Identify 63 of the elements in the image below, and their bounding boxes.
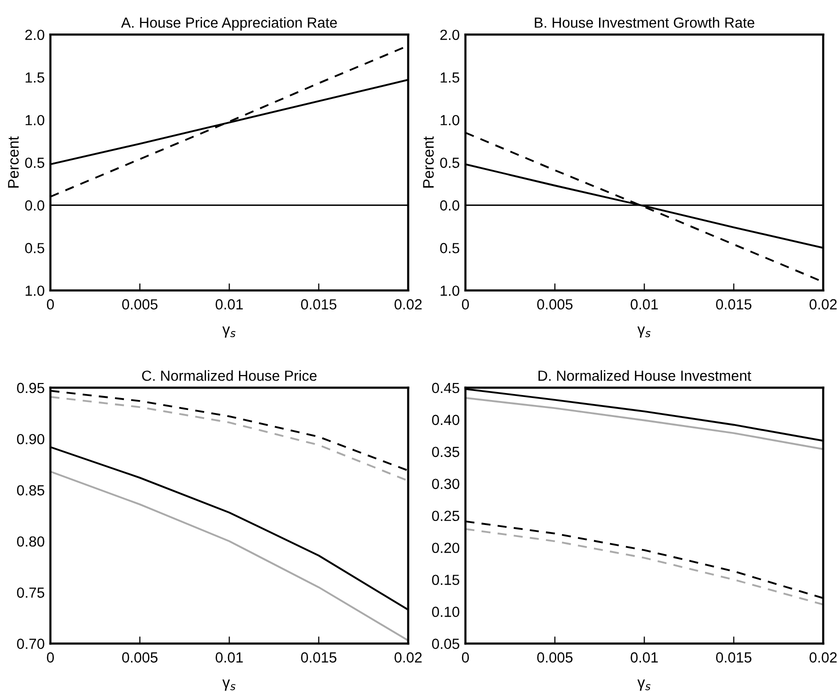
line-series [465, 528, 824, 606]
x-tick-label: 0.005 [537, 652, 573, 663]
x-tick-label: 0 [46, 299, 54, 310]
y-tick-label: 0.30 [432, 478, 460, 490]
x-tick-label: 0.02 [810, 299, 837, 310]
x-tick-label: 0.005 [122, 652, 158, 663]
y-tick-label: 0.75 [17, 587, 44, 598]
line-series [50, 396, 408, 482]
y-tick-label: 0.0 [440, 200, 460, 211]
x-tick-label: 0.01 [630, 299, 658, 310]
y-tick-label: 0.70 [17, 638, 44, 649]
x-tick-label: 0.02 [394, 652, 422, 663]
x-tick-label: 0.01 [630, 652, 658, 663]
y-axis-title: Percent [423, 136, 434, 188]
x-tick-label: 0.015 [301, 652, 336, 663]
y-tick-label: 2.0 [25, 30, 44, 40]
x-axis-title: γ$_{s}$ [222, 680, 236, 691]
x-tick-label: 0.01 [216, 652, 243, 663]
y-tick-label: 2.0 [440, 30, 460, 40]
x-tick-label: 0.02 [810, 652, 837, 663]
x-tick-label: 0.005 [122, 299, 158, 310]
line-series [50, 470, 408, 642]
y-tick-label: 0.5 [25, 158, 44, 168]
x-tick-label: 0 [462, 299, 469, 310]
y-tick-label: 0.95 [17, 382, 44, 394]
x-tick-label: 0.015 [716, 299, 752, 310]
x-tick-label: 0.015 [301, 299, 336, 310]
y-tick-label: 0.35 [432, 446, 460, 458]
x-tick-label: 0.02 [394, 299, 422, 310]
chart-title: A. House Price Appreciation Rate [121, 17, 337, 31]
y-tick-label: 1.5 [440, 72, 460, 83]
y-axis-title: Percent [8, 136, 19, 188]
chart-title: B. House Investment Growth Rate [534, 17, 754, 28]
y-tick-label: 0.0 [25, 200, 44, 211]
y-tick-label: 1.5 [26, 72, 44, 83]
x-axis-title: γ$_{s}$ [637, 326, 650, 338]
y-tick-label: 0.5 [440, 242, 460, 254]
y-tick-label: 0.10 [432, 606, 460, 618]
chart-title: C. Normalized House Price [142, 370, 317, 381]
x-tick-label: 0.005 [537, 299, 573, 310]
chart-title: D. Normalized House Investment [538, 370, 752, 381]
y-tick-label: 0.25 [432, 510, 460, 522]
y-tick-label: 0.20 [432, 542, 460, 554]
y-tick-label: 1.0 [440, 114, 460, 126]
y-tick-label: 0.40 [432, 414, 460, 426]
y-tick-label: 0.90 [17, 434, 44, 444]
x-tick-label: 0.015 [716, 652, 752, 663]
y-tick-label: 0.85 [17, 485, 44, 496]
y-tick-label: 0.80 [17, 536, 44, 547]
line-series [465, 397, 824, 450]
y-tick-label: 0.15 [432, 574, 460, 586]
y-tick-label: 1.0 [26, 114, 44, 126]
x-axis-title: γ$_{s}$ [637, 680, 650, 691]
x-tick-label: 0 [462, 652, 469, 663]
y-tick-label: 1.0 [26, 286, 44, 296]
x-axis-title: γ$_{s}$ [222, 326, 236, 338]
y-tick-label: 0.45 [432, 382, 460, 394]
x-tick-label: 0.01 [216, 299, 243, 310]
y-tick-label: 0.05 [432, 638, 460, 649]
y-tick-label: 1.0 [440, 286, 460, 296]
x-tick-label: 0 [46, 652, 54, 663]
y-tick-label: 0.5 [440, 158, 460, 168]
y-tick-label: 0.5 [25, 242, 44, 254]
